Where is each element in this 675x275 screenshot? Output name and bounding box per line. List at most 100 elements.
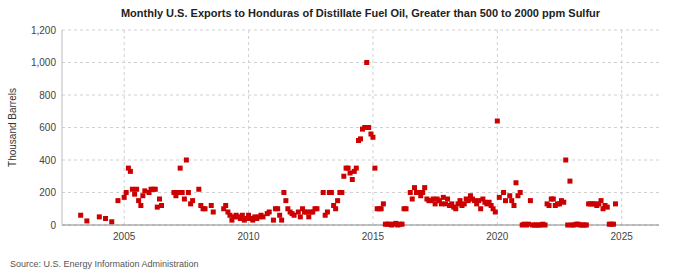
point xyxy=(599,198,604,203)
point xyxy=(408,190,413,195)
point xyxy=(314,206,319,211)
point xyxy=(84,218,89,223)
y-grid-line xyxy=(62,30,659,31)
point xyxy=(157,197,162,202)
point xyxy=(281,190,286,195)
x-grid-line xyxy=(248,30,249,225)
y-axis-label: Thousand Barrels xyxy=(7,88,18,167)
y-tick-label: 200 xyxy=(39,187,56,198)
point xyxy=(203,206,208,211)
y-grid-line xyxy=(62,95,659,96)
point xyxy=(567,179,572,184)
point xyxy=(306,214,311,219)
point xyxy=(410,197,415,202)
point xyxy=(339,190,344,195)
point xyxy=(584,223,589,228)
annotation: Source: U.S. Energy Information Administ… xyxy=(10,259,199,269)
point xyxy=(381,201,386,206)
point xyxy=(329,190,334,195)
point xyxy=(186,190,191,195)
point xyxy=(379,206,384,211)
y-tick-label: 1,200 xyxy=(31,25,56,36)
point xyxy=(267,210,272,215)
x-tick-label: 2010 xyxy=(237,231,260,242)
points xyxy=(78,60,618,228)
point xyxy=(122,195,127,200)
x-tick-label: 2015 xyxy=(362,231,385,242)
point xyxy=(346,166,351,171)
point xyxy=(115,198,120,203)
y-tick-label: 400 xyxy=(39,155,56,166)
point xyxy=(501,190,506,195)
point xyxy=(507,193,512,198)
point xyxy=(209,203,214,208)
point xyxy=(511,203,516,208)
point xyxy=(497,195,502,200)
point xyxy=(279,218,284,223)
point xyxy=(136,198,141,203)
point xyxy=(211,210,216,215)
point xyxy=(138,203,143,208)
point xyxy=(196,187,201,192)
point xyxy=(298,214,303,219)
point xyxy=(283,198,288,203)
y-grid-line xyxy=(62,160,659,161)
point xyxy=(78,213,83,218)
point xyxy=(275,206,280,211)
point xyxy=(132,192,137,197)
point xyxy=(404,206,409,211)
point xyxy=(503,198,508,203)
point xyxy=(153,187,158,192)
y-axis-line xyxy=(62,30,63,225)
point xyxy=(350,177,355,182)
point xyxy=(271,218,276,223)
point xyxy=(513,180,518,185)
point xyxy=(518,190,523,195)
point xyxy=(180,190,185,195)
point xyxy=(190,198,195,203)
point xyxy=(412,185,417,190)
point xyxy=(495,119,500,124)
point xyxy=(453,206,458,211)
point xyxy=(563,158,568,163)
point xyxy=(372,166,377,171)
point xyxy=(422,185,427,190)
grid xyxy=(62,30,659,225)
point xyxy=(335,198,340,203)
point xyxy=(97,214,102,219)
point xyxy=(109,219,114,224)
point xyxy=(366,125,371,130)
x-tick-label: 2020 xyxy=(486,231,509,242)
point xyxy=(358,136,363,141)
y-tick-label: 1,000 xyxy=(31,57,56,68)
axes: 02004006008001,0001,20020052010201520202… xyxy=(31,25,659,243)
point xyxy=(128,169,133,174)
y-tick-label: 600 xyxy=(39,122,56,133)
point xyxy=(445,197,450,202)
y-tick-label: 0 xyxy=(50,220,56,231)
point xyxy=(184,158,189,163)
point xyxy=(321,190,326,195)
point xyxy=(124,190,129,195)
point xyxy=(400,222,405,227)
point xyxy=(277,213,282,218)
background xyxy=(0,0,675,275)
x-tick-label: 2025 xyxy=(611,231,634,242)
point xyxy=(478,206,483,211)
point xyxy=(613,201,618,206)
point xyxy=(223,203,228,208)
point xyxy=(420,190,425,195)
page: {"chart_data": { "type": "scatter", "tit… xyxy=(0,0,675,275)
point xyxy=(182,197,187,202)
point xyxy=(178,166,183,171)
chart: Monthly U.S. Exports to Honduras of Dist… xyxy=(0,0,675,275)
x-grid-line xyxy=(621,30,622,225)
point xyxy=(325,210,330,215)
point xyxy=(547,203,552,208)
point xyxy=(528,198,533,203)
point xyxy=(134,187,139,192)
point xyxy=(333,206,338,211)
x-tick-label: 2005 xyxy=(113,231,136,242)
point xyxy=(364,60,369,65)
point xyxy=(509,198,514,203)
